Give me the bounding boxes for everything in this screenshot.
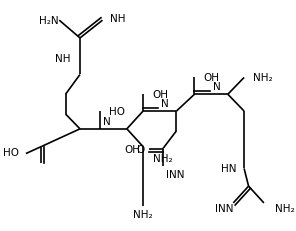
Text: H₂N: H₂N bbox=[38, 16, 58, 26]
Text: NH₂: NH₂ bbox=[133, 209, 153, 219]
Text: HN: HN bbox=[221, 164, 237, 174]
Text: NH₂: NH₂ bbox=[275, 203, 294, 213]
Text: NH: NH bbox=[55, 53, 71, 64]
Text: OH: OH bbox=[124, 144, 140, 154]
Text: NH: NH bbox=[110, 14, 125, 24]
Text: OH: OH bbox=[204, 73, 220, 83]
Text: HO: HO bbox=[109, 106, 125, 117]
Text: HO: HO bbox=[3, 147, 19, 157]
Text: NH₂: NH₂ bbox=[153, 154, 173, 164]
Text: N: N bbox=[161, 99, 169, 109]
Text: O: O bbox=[137, 144, 145, 154]
Text: N: N bbox=[213, 82, 220, 92]
Text: INN: INN bbox=[215, 203, 234, 213]
Text: OH: OH bbox=[152, 90, 168, 100]
Text: INN: INN bbox=[166, 170, 184, 179]
Text: N: N bbox=[102, 116, 110, 126]
Text: NH₂: NH₂ bbox=[253, 73, 273, 83]
